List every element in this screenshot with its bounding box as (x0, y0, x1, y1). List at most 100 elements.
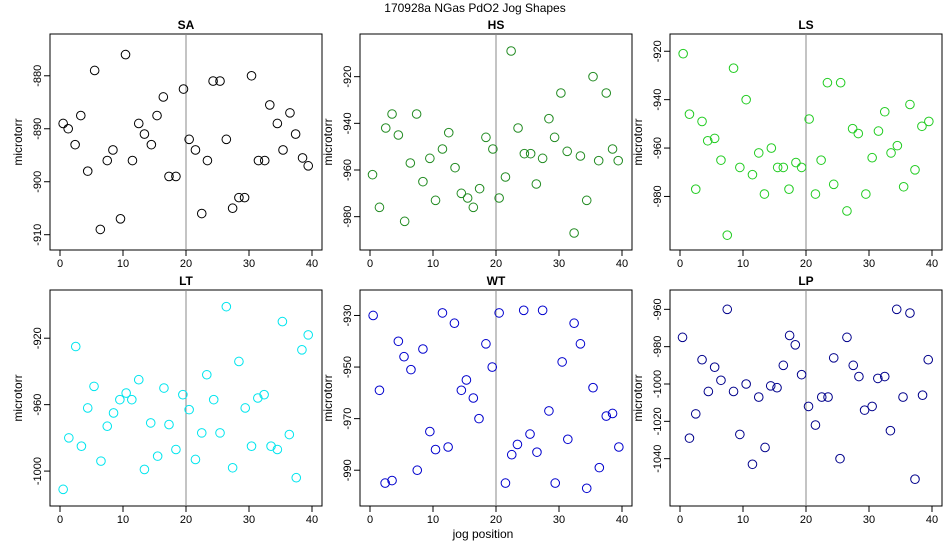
panel-title: LP (798, 274, 813, 288)
data-point (778, 162, 789, 173)
data-point (735, 162, 745, 173)
data-point (544, 113, 554, 124)
data-point (215, 428, 225, 438)
data-point (703, 386, 714, 397)
data-point (190, 145, 201, 155)
y-tick-label: -990 (342, 459, 354, 481)
data-point (474, 183, 485, 194)
data-point (102, 155, 113, 166)
data-point (532, 447, 542, 457)
data-point (164, 171, 174, 182)
data-point (910, 165, 920, 175)
data-point (264, 100, 275, 110)
data-point (145, 418, 156, 428)
x-tick-label: 20 (180, 258, 192, 270)
data-point (221, 134, 232, 145)
data-point (677, 332, 688, 343)
data-point (735, 429, 745, 440)
data-point (418, 176, 428, 187)
data-point (437, 144, 448, 154)
data-point (513, 123, 523, 133)
data-point (722, 304, 733, 315)
data-point (380, 478, 390, 488)
data-point (374, 385, 385, 396)
x-tick-label: 0 (367, 514, 373, 526)
data-point (303, 161, 314, 171)
data-point (822, 77, 833, 88)
data-point (115, 214, 126, 224)
data-point (278, 145, 288, 155)
data-point (82, 403, 93, 413)
panel-sa: SA 0 10 20 30 40 -910 -900 -890 -880 microtorr (11, 18, 323, 270)
data-point (253, 155, 264, 166)
data-point (728, 386, 739, 397)
data-point (387, 475, 397, 486)
x-tick-label: 10 (427, 258, 439, 270)
data-point (563, 434, 573, 445)
data-point (411, 109, 422, 119)
data-point (778, 360, 789, 371)
data-point (76, 441, 87, 451)
data-point (753, 392, 764, 402)
y-tick-label: -900 (32, 171, 44, 193)
data-point (246, 441, 257, 451)
data-point (184, 134, 194, 145)
data-point (924, 116, 934, 127)
data-point (525, 429, 535, 439)
data-point (525, 148, 536, 159)
data-point (418, 344, 428, 354)
data-point (790, 340, 801, 350)
data-point (867, 401, 877, 412)
y-tick-label: -1000 (652, 370, 664, 398)
data-point (290, 129, 301, 139)
data-point (461, 375, 472, 385)
data-point (702, 135, 713, 146)
x-tick-label: 30 (863, 514, 875, 526)
data-point (879, 371, 890, 382)
data-point (854, 371, 864, 382)
data-point (456, 385, 467, 396)
data-point (284, 429, 295, 440)
x-tick-label: 30 (243, 514, 255, 526)
data-point (791, 157, 801, 168)
data-point (562, 146, 572, 157)
x-tick-label: 40 (926, 258, 938, 270)
data-point (867, 152, 877, 163)
data-point (816, 155, 826, 165)
data-point (70, 341, 81, 352)
x-tick-label: 20 (800, 258, 812, 270)
data-point (443, 127, 454, 138)
data-point (430, 195, 441, 206)
y-tick-label: -920 (32, 327, 44, 349)
data-point (108, 145, 118, 155)
y-axis-label: microtorr (11, 374, 25, 421)
y-axis-label: microtorr (321, 374, 335, 421)
data-point (190, 454, 201, 465)
data-point (853, 128, 864, 139)
data-point (374, 202, 385, 213)
data-point (905, 99, 915, 110)
data-point (810, 189, 821, 199)
data-point (766, 143, 777, 153)
data-point (75, 110, 86, 121)
data-point (259, 389, 269, 400)
data-point (291, 472, 302, 483)
data-point (537, 305, 548, 316)
data-point (803, 401, 814, 412)
data-point (487, 362, 498, 372)
data-point (607, 408, 618, 419)
data-point (481, 339, 491, 349)
data-point (152, 110, 162, 121)
data-point (234, 192, 244, 203)
data-point (399, 216, 410, 227)
data-point (456, 188, 467, 199)
x-tick-label: 10 (427, 514, 439, 526)
data-point (393, 336, 404, 347)
data-point (741, 94, 751, 105)
data-point (613, 155, 624, 166)
data-point (58, 484, 68, 495)
data-point (697, 116, 707, 127)
data-point (753, 148, 764, 158)
